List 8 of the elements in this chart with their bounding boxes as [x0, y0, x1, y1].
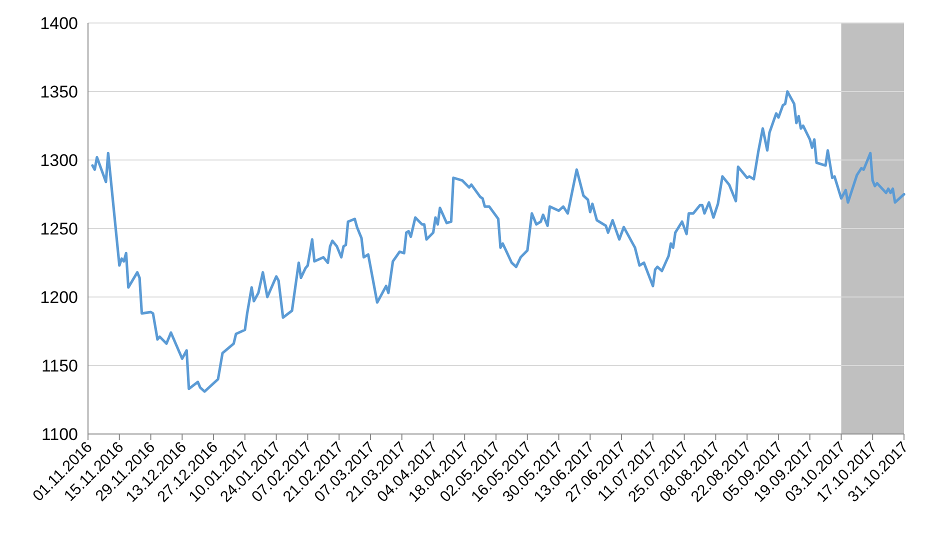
y-tick-label: 1100: [41, 424, 78, 444]
y-tick-label: 1200: [40, 288, 78, 307]
y-tick-label: 1350: [40, 82, 78, 102]
y-tick-label: 1250: [40, 219, 78, 238]
line-series: [91, 90, 906, 393]
y-tick-label: 1150: [41, 356, 78, 376]
y-tick-label: 1300: [40, 150, 78, 170]
y-tick-label: 1400: [40, 14, 78, 33]
